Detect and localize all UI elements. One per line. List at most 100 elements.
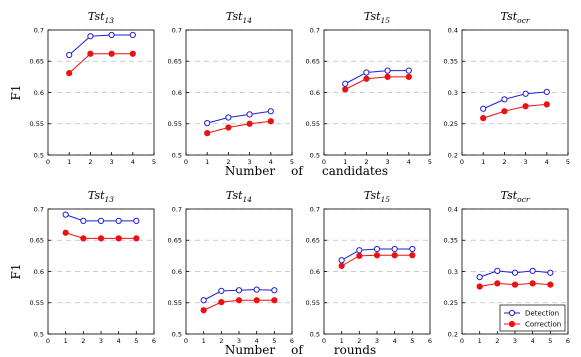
y-tick-label: 0.6 xyxy=(34,89,44,97)
title-subscript: 14 xyxy=(243,195,253,204)
title-subscript: 15 xyxy=(381,195,391,204)
y-axis-label: F1 xyxy=(9,264,23,280)
title-base: Tst xyxy=(501,10,518,23)
detection-point xyxy=(476,274,483,281)
y-tick-label: 0.65 xyxy=(30,58,44,66)
y-tick-label: 0.7 xyxy=(310,205,320,213)
x-tick-label: 5 xyxy=(410,337,414,345)
detection-point xyxy=(253,286,260,293)
y-tick-label: 0.5 xyxy=(34,151,44,159)
y-tick-label: 0.55 xyxy=(306,299,320,307)
x-tick-label: 5 xyxy=(548,337,552,345)
title-base: Tst xyxy=(88,10,105,23)
correction-point xyxy=(97,235,105,242)
x-tick-label: 6 xyxy=(428,337,432,345)
y-tick-label: 0.5 xyxy=(310,330,320,338)
subplot-2: 0.5 0.55 0.6 0.65 0.7 0 1 2 3 4 5 Tst14 xyxy=(168,10,295,166)
correction-point xyxy=(547,281,554,288)
detection-point xyxy=(108,31,115,39)
x-tick-label: 3 xyxy=(248,158,252,166)
x-tick-label: 3 xyxy=(524,158,528,166)
legend-label: Correction xyxy=(525,321,561,329)
subplot-6: 0.5 0.55 0.6 0.65 0.7 0 1 2 3 4 5 6 Tst14 xyxy=(168,189,295,345)
correction-point xyxy=(494,280,501,287)
correction-point xyxy=(405,73,412,80)
detection-point xyxy=(218,287,225,294)
subplot-4: 0.2 0.25 0.3 0.35 0.4 0 1 2 3 4 5 Tstocr xyxy=(444,10,571,166)
y-tick-label: 0.25 xyxy=(444,120,458,128)
detection-point xyxy=(373,245,381,253)
correction-point xyxy=(529,280,536,287)
detection-point xyxy=(501,96,508,103)
detection-point xyxy=(342,80,349,87)
y-tick-label: 0.55 xyxy=(168,299,182,307)
correction-line xyxy=(344,76,409,90)
x-tick-label: 5 xyxy=(290,158,294,166)
y-tick-label: 0.6 xyxy=(172,268,182,276)
x-tick-label: 4 xyxy=(131,158,135,166)
x-tick-label: 6 xyxy=(152,337,156,345)
detection-point xyxy=(543,88,550,95)
correction-point xyxy=(373,252,381,259)
correction-point xyxy=(133,235,140,242)
y-tick-label: 0.5 xyxy=(172,151,182,159)
x-tick-label: 2 xyxy=(502,158,506,166)
detection-point xyxy=(356,247,363,254)
title-subscript: ocr xyxy=(517,195,530,204)
x-tick-label: 5 xyxy=(428,158,432,166)
x-tick-label: 3 xyxy=(99,337,103,345)
correction-point xyxy=(66,70,73,77)
x-tick-label: 1 xyxy=(205,158,209,166)
detection-line xyxy=(482,91,547,110)
y-tick-label: 0.25 xyxy=(444,299,458,307)
title-base: Tst xyxy=(88,189,105,202)
correction-point xyxy=(129,50,136,57)
x-tick-label: 3 xyxy=(375,337,379,345)
correction-point xyxy=(108,50,115,57)
correction-point xyxy=(271,297,278,304)
correction-point xyxy=(543,101,550,108)
y-tick-label: 0.65 xyxy=(306,237,320,245)
correction-point xyxy=(246,120,253,127)
y-tick-label: 0.3 xyxy=(448,89,458,97)
correction-point xyxy=(342,86,349,93)
detection-point xyxy=(129,31,136,39)
correction-point xyxy=(480,115,487,122)
detection-point xyxy=(97,217,105,224)
title-base: Tst xyxy=(501,189,518,202)
detection-line xyxy=(207,110,271,124)
x-tick-label: 1 xyxy=(340,337,344,345)
detection-point xyxy=(529,267,536,274)
detection-point xyxy=(133,217,140,224)
y-tick-label: 0.5 xyxy=(172,330,182,338)
legend-label: Detection xyxy=(525,310,559,318)
y-tick-label: 0.7 xyxy=(34,26,44,34)
x-tick-label: 0 xyxy=(460,337,464,345)
correction-point xyxy=(338,262,345,269)
x-tick-label: 2 xyxy=(88,158,92,166)
y-tick-label: 0.7 xyxy=(34,205,44,213)
correction-point xyxy=(62,229,69,236)
y-tick-label: 0.7 xyxy=(310,26,320,34)
x-tick-label: 3 xyxy=(513,337,517,345)
detection-line xyxy=(68,34,133,56)
x-tick-label: 4 xyxy=(269,158,273,166)
detection-point xyxy=(235,287,243,294)
x-axis-label-word: of xyxy=(291,343,304,357)
x-tick-label: 0 xyxy=(46,158,50,166)
y-tick-label: 0.6 xyxy=(310,89,320,97)
x-axis-label-word: rounds xyxy=(334,343,376,357)
subplot-title: Tst13 xyxy=(88,10,114,25)
detection-point xyxy=(246,111,253,118)
title-base: Tst xyxy=(364,189,381,202)
legend: Detection Correction xyxy=(499,304,566,332)
x-tick-label: 2 xyxy=(81,337,85,345)
correction-point xyxy=(363,75,370,82)
y-tick-label: 0.5 xyxy=(310,151,320,159)
y-tick-label: 0.4 xyxy=(448,26,458,34)
correction-point xyxy=(115,235,122,242)
x-tick-label: 6 xyxy=(566,337,570,345)
y-axis-label: F1 xyxy=(9,85,23,101)
y-tick-label: 0.55 xyxy=(168,120,182,128)
correction-point xyxy=(218,299,225,306)
